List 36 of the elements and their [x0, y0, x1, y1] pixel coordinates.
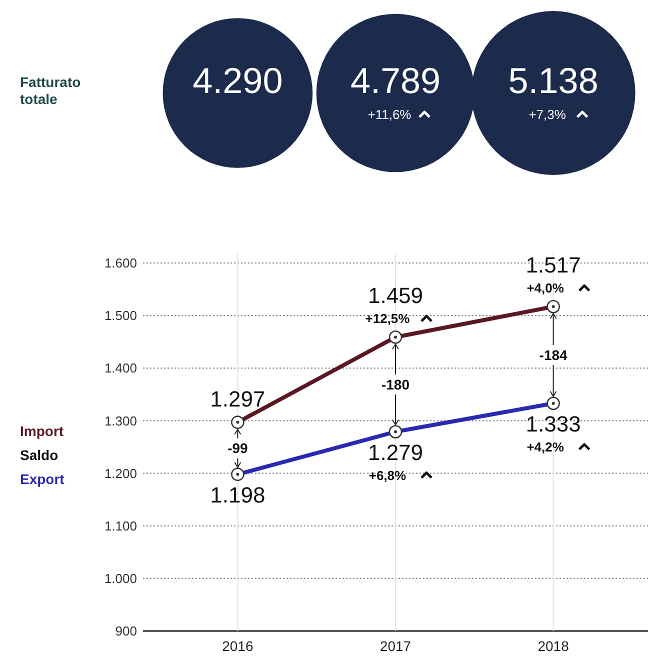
y-tick-label: 1.400 [104, 360, 137, 376]
annotation: +12,5% [365, 311, 410, 326]
data-label: 4.290 [192, 60, 283, 101]
annotation: -184 [539, 346, 568, 363]
y-tick-label: 1.200 [104, 466, 137, 481]
y-tick-label: 1.500 [104, 308, 137, 324]
y-tick-label: 1.600 [104, 256, 137, 271]
text: Fatturato totale [20, 74, 81, 107]
y-tick-label: 900 [115, 624, 137, 639]
text: Export [20, 471, 65, 487]
y-tick-label: 1.300 [104, 413, 137, 428]
annotation: -180 [381, 376, 410, 392]
annotation: +4,0% [526, 280, 564, 296]
y-tick-label: 1.100 [104, 518, 137, 534]
data-label: 4.789 [350, 60, 441, 101]
data-label: 1.459 [368, 283, 424, 308]
data-label: 1.297 [210, 386, 266, 412]
point [546, 300, 560, 314]
x-tick-label: 2018 [538, 638, 570, 654]
text: +11,6% [368, 107, 412, 122]
x-tick-label: 2016 [222, 638, 254, 654]
y-tick-label: 1.000 [104, 570, 137, 586]
x-tick-label: 2017 [380, 638, 412, 654]
annotation: +6,8% [368, 468, 407, 483]
annotation: -99 [228, 440, 248, 456]
data-label: 5.138 [508, 60, 598, 101]
point [388, 330, 402, 344]
data-label: 1.517 [526, 252, 581, 278]
text: +7,3% [528, 107, 566, 122]
point [231, 416, 244, 429]
annotation: +4,2% [526, 439, 564, 454]
data-label: 1.198 [210, 482, 266, 508]
data-label: 1.279 [368, 440, 424, 465]
text: Import [20, 423, 64, 439]
text: Saldo [20, 447, 58, 463]
data-label: 1.333 [526, 411, 581, 436]
